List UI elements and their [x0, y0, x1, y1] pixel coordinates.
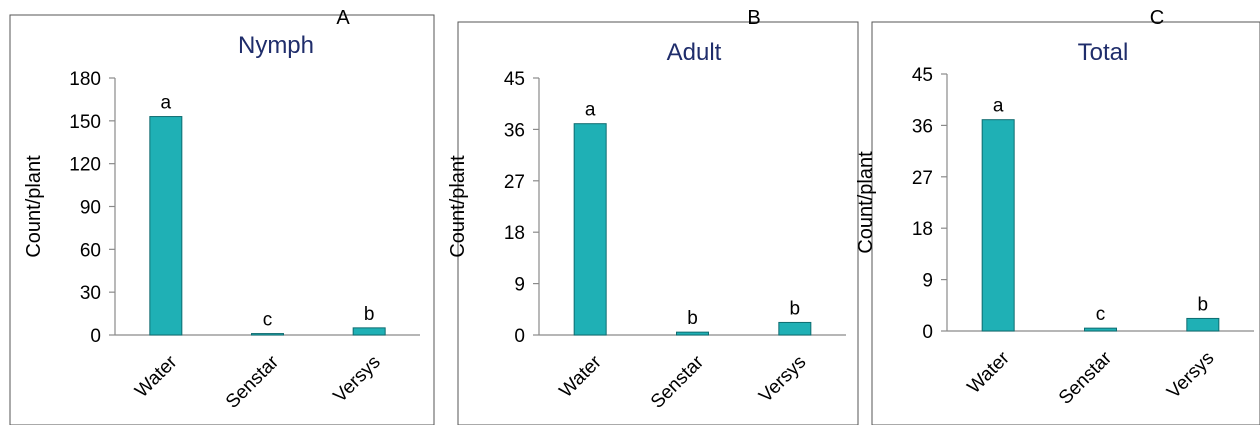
- bar-senstar: [1084, 327, 1117, 332]
- y-axis-label: Count/plant: [23, 155, 45, 258]
- bar-senstar: [251, 333, 284, 336]
- panel-label: B: [747, 7, 760, 29]
- bar-water: [573, 123, 607, 336]
- panel-label: C: [1150, 7, 1164, 29]
- bar-water: [149, 116, 183, 336]
- data-label: b: [790, 298, 801, 319]
- data-label: b: [364, 304, 375, 325]
- y-tick-label: 0: [514, 326, 525, 347]
- y-axis-label: Count/plant: [447, 155, 469, 258]
- y-tick-label: 45: [504, 69, 525, 90]
- y-tick-label: 45: [912, 65, 933, 86]
- chart-frame: [9, 14, 435, 425]
- data-label: c: [263, 310, 273, 331]
- data-label: a: [585, 100, 596, 121]
- bar-water: [981, 119, 1015, 332]
- chart-panel-b: B Adult 0 9 18 27 36 45 Count/plant a Water b Sensta…: [447, 0, 860, 425]
- bar-versys: [352, 327, 386, 336]
- chart-svg: BAdult0918273645Count/plantaWaterbSensta…: [447, 7, 859, 425]
- y-tick-label: 90: [80, 198, 101, 219]
- data-label: b: [687, 308, 698, 329]
- bar-versys: [1186, 317, 1220, 332]
- y-tick-label: 18: [912, 219, 933, 240]
- y-tick-label: 30: [80, 283, 101, 304]
- y-tick-label: 36: [504, 120, 525, 141]
- data-label: c: [1096, 304, 1106, 325]
- data-label: a: [161, 93, 172, 114]
- bar-versys: [778, 321, 812, 336]
- chart-panel-a: A Nymph 0 30 60 90 120 150 180 Count/plant a Water c…: [0, 0, 446, 425]
- panel-label: A: [336, 7, 350, 29]
- y-tick-label: 18: [504, 223, 525, 244]
- y-tick-label: 0: [90, 326, 101, 347]
- chart-frame: [871, 21, 1260, 425]
- data-label: b: [1198, 294, 1209, 315]
- data-label: a: [993, 96, 1004, 117]
- chart-panel-c: C Total 0 9 18 27 36 45 Count/plant a Water c Sensta…: [855, 0, 1260, 425]
- bar-senstar: [676, 331, 709, 336]
- y-tick-label: 36: [912, 116, 933, 137]
- chart-title: Adult: [667, 39, 722, 66]
- y-axis-label: Count/plant: [855, 151, 877, 254]
- chart-svg: CTotal0918273645Count/plantaWatercSensta…: [855, 7, 1260, 425]
- y-tick-label: 27: [912, 168, 933, 189]
- y-tick-label: 27: [504, 172, 525, 193]
- y-tick-label: 0: [922, 322, 933, 343]
- y-tick-label: 120: [69, 155, 101, 176]
- y-tick-label: 150: [69, 112, 101, 133]
- chart-svg: ANymph0306090120150180Count/plantaWaterc…: [9, 7, 435, 425]
- y-tick-label: 180: [69, 69, 101, 90]
- chart-title: Nymph: [238, 32, 314, 59]
- y-tick-label: 60: [80, 240, 101, 261]
- chart-title: Total: [1078, 39, 1129, 66]
- chart-frame: [457, 21, 859, 425]
- y-tick-label: 9: [514, 275, 525, 296]
- y-tick-label: 9: [922, 271, 933, 292]
